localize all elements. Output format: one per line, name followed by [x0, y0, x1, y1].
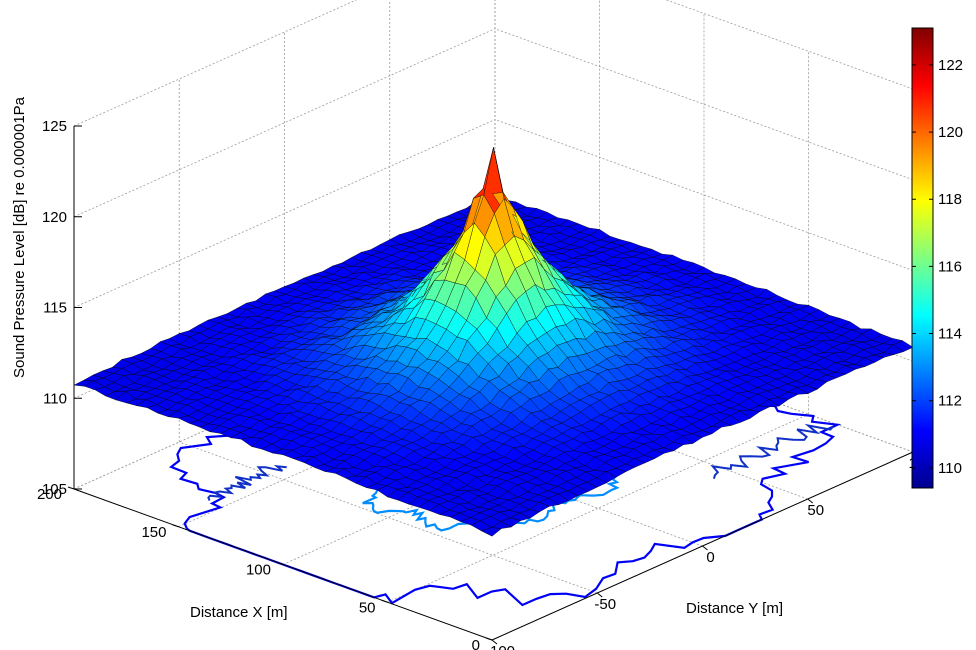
y-tick-mark: [702, 545, 708, 551]
colorbar-tick-label: 118: [938, 191, 962, 208]
grid-line: [73, 0, 358, 127]
z-tick-label: 110: [43, 390, 67, 407]
x-tick-mark: [67, 486, 75, 490]
z-tick-label: 125: [42, 118, 67, 135]
colorbar-ticks: 110 112 114 116 118 120 122: [912, 57, 963, 477]
y-tick-mark: [491, 639, 498, 645]
grid-line: [73, 119, 496, 308]
colorbar: [911, 27, 934, 489]
x-axis-label: Distance X [m]: [190, 604, 288, 621]
y-tick-label: 0: [706, 549, 714, 566]
x-tick-label: 200: [37, 486, 62, 503]
colorbar-tick-label: 122: [938, 57, 963, 74]
x-tick-label: 0: [472, 637, 480, 650]
x-tick-label: 100: [246, 562, 271, 579]
x-tick-mark: [381, 599, 388, 603]
x-tick-mark: [172, 524, 179, 528]
surface-mesh: [73, 147, 914, 537]
grid-line: [387, 413, 809, 603]
z-axis-ticks: 105 110 115 120 125: [42, 118, 82, 498]
colorbar-tick-label: 110: [938, 460, 962, 477]
contour-fragment: [710, 423, 834, 479]
y-tick-label: -50: [594, 596, 616, 613]
surface-face: [892, 340, 914, 352]
grid-line: [73, 28, 496, 218]
z-tick-label: 115: [43, 300, 67, 317]
z-tick-label: 120: [42, 209, 67, 226]
y-tick-label: 50: [807, 502, 824, 519]
x-tick-label: 150: [141, 524, 166, 541]
y-tick-mark: [807, 498, 814, 504]
x-tick-mark: [276, 562, 284, 565]
x-axis-ticks: 0 50 100 150 200: [37, 486, 493, 650]
colorbar-tick-label: 120: [938, 124, 963, 141]
y-axis-label: Distance Y [m]: [686, 600, 783, 617]
contour-fragment: [207, 465, 287, 501]
x-tick-label: 50: [359, 599, 376, 616]
y-tick-label: -100: [485, 643, 515, 650]
colorbar-tick-label: 112: [938, 393, 962, 410]
x-tick-mark: [485, 637, 493, 641]
y-tick-mark: [596, 592, 603, 598]
z-tick-label: 105: [42, 481, 67, 498]
colorbar-tick-label: 116: [938, 258, 962, 275]
z-axis-label: Sound Pressure Level [dB] re 0.000001Pa: [11, 96, 28, 378]
colorbar-tick-label: 114: [938, 326, 962, 343]
